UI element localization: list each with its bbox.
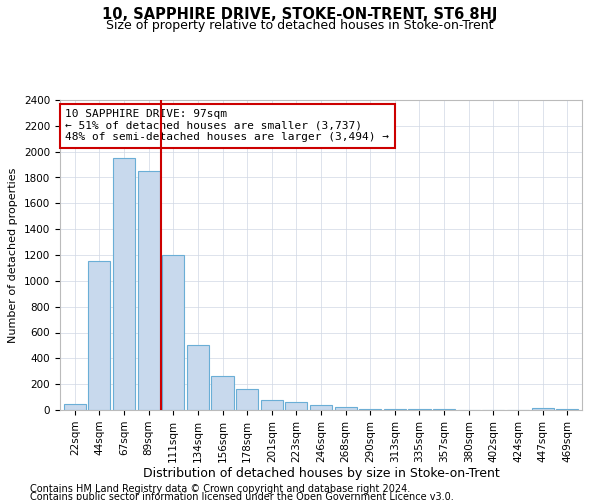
Bar bbox=[88, 262, 110, 410]
Bar bbox=[137, 171, 160, 410]
Bar bbox=[162, 255, 184, 410]
Bar bbox=[64, 404, 86, 410]
Bar bbox=[409, 409, 431, 410]
Bar bbox=[236, 390, 258, 410]
Text: Distribution of detached houses by size in Stoke-on-Trent: Distribution of detached houses by size … bbox=[143, 468, 499, 480]
Bar bbox=[187, 346, 209, 410]
Bar bbox=[260, 400, 283, 410]
Bar bbox=[113, 158, 135, 410]
Text: Contains public sector information licensed under the Open Government Licence v3: Contains public sector information licen… bbox=[30, 492, 454, 500]
Bar bbox=[211, 376, 233, 410]
Y-axis label: Number of detached properties: Number of detached properties bbox=[8, 168, 19, 342]
Bar bbox=[532, 408, 554, 410]
Bar bbox=[335, 408, 357, 410]
Text: Size of property relative to detached houses in Stoke-on-Trent: Size of property relative to detached ho… bbox=[106, 18, 494, 32]
Bar bbox=[285, 402, 307, 410]
Text: Contains HM Land Registry data © Crown copyright and database right 2024.: Contains HM Land Registry data © Crown c… bbox=[30, 484, 410, 494]
Text: 10, SAPPHIRE DRIVE, STOKE-ON-TRENT, ST6 8HJ: 10, SAPPHIRE DRIVE, STOKE-ON-TRENT, ST6 … bbox=[103, 8, 497, 22]
Bar bbox=[310, 405, 332, 410]
Bar bbox=[359, 408, 382, 410]
Text: 10 SAPPHIRE DRIVE: 97sqm
← 51% of detached houses are smaller (3,737)
48% of sem: 10 SAPPHIRE DRIVE: 97sqm ← 51% of detach… bbox=[65, 110, 389, 142]
Bar bbox=[384, 409, 406, 410]
